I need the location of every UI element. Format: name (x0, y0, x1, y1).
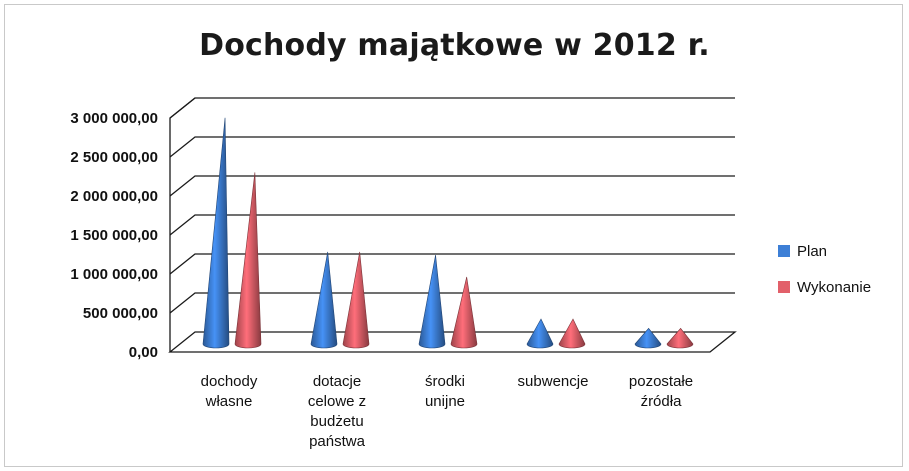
category-label: dotacje celowe z budżetu państwa (308, 373, 366, 450)
legend: Plan Wykonanie (778, 243, 871, 296)
chart-frame (4, 4, 903, 467)
y-tick-label: 500 000,00 (83, 305, 158, 322)
category-label: dochody własne (201, 373, 258, 410)
legend-swatch (778, 281, 790, 293)
legend-item: Wykonanie (778, 279, 871, 296)
cone-wykonanie-0 (234, 172, 262, 349)
data-cones (202, 117, 694, 349)
cone-plan-2 (418, 255, 446, 349)
side-wall-edge (169, 97, 196, 352)
gridline (169, 292, 735, 314)
y-tick-label: 2 000 000,00 (70, 188, 158, 205)
cone-wykonanie-4 (666, 327, 694, 349)
gridline (169, 97, 735, 119)
cone-plan-3 (526, 318, 554, 349)
y-tick-label: 1 500 000,00 (70, 227, 158, 244)
category-label: środki unijne (425, 373, 465, 410)
legend-label: Plan (797, 243, 827, 260)
gridline (169, 175, 735, 197)
gridline (169, 214, 735, 236)
cone-wykonanie-2 (450, 276, 478, 349)
y-tick-labels: 0,00 500 000,00 1 000 000,00 1 500 000,00 2 … (70, 110, 158, 361)
category-label: pozostałe źródła (629, 373, 693, 410)
cone-plan-1 (310, 251, 338, 349)
cone-plan-0 (202, 117, 230, 349)
cone-wykonanie-1 (342, 251, 370, 349)
category-label: subwencje (518, 373, 589, 390)
gridline (169, 253, 735, 275)
legend-item: Plan (778, 243, 827, 260)
chart-title: Dochody majątkowe w 2012 r. (199, 28, 710, 63)
gridline (169, 136, 735, 158)
legend-label: Wykonanie (797, 279, 871, 296)
y-tick-label: 0,00 (129, 344, 158, 361)
y-tick-label: 2 500 000,00 (70, 149, 158, 166)
y-tick-label: 3 000 000,00 (70, 110, 158, 127)
cone-wykonanie-3 (558, 318, 586, 349)
cone-plan-4 (634, 327, 662, 349)
legend-swatch (778, 245, 790, 257)
y-tick-label: 1 000 000,00 (70, 266, 158, 283)
category-labels: dochody własne dotacje celowe z budżetu państ… (201, 373, 693, 450)
